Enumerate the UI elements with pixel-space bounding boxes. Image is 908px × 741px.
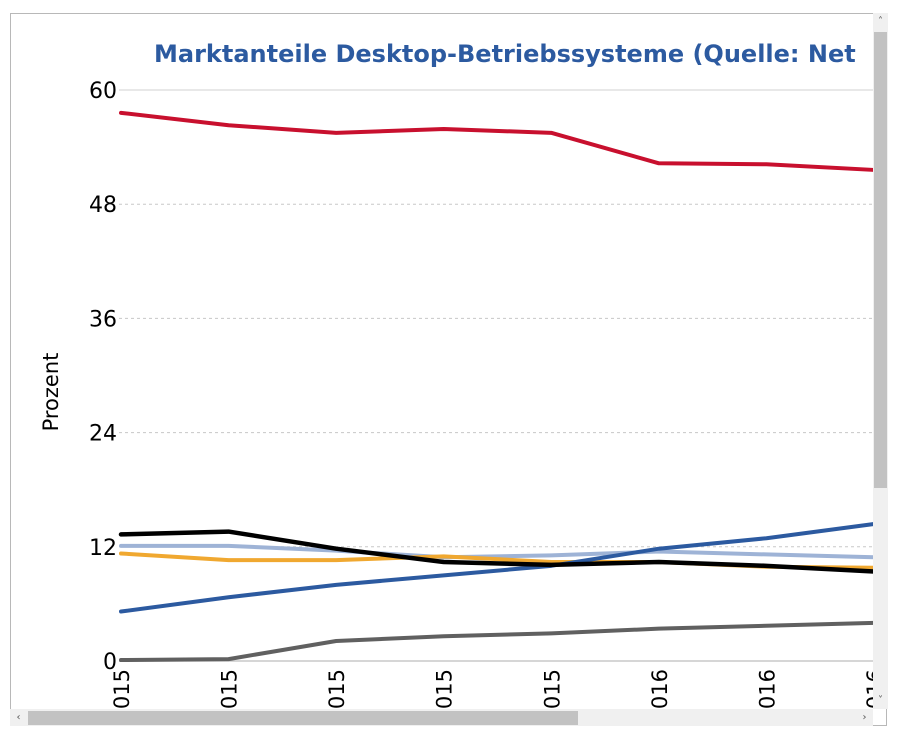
- y-axis-label: Prozent: [39, 353, 63, 432]
- scroll-up-arrow-icon[interactable]: ˄: [878, 16, 883, 27]
- x-tick-label: 015: [218, 669, 242, 709]
- x-tick-label: 015: [325, 669, 349, 709]
- scroll-right-arrow-icon[interactable]: ›: [862, 712, 867, 723]
- series-line-windows-xp[interactable]: [118, 529, 877, 574]
- y-tick-label: 48: [89, 193, 117, 218]
- chart-title: Marktanteile Desktop-Betriebssysteme (Qu…: [154, 40, 856, 68]
- x-tick-label: 015: [433, 669, 457, 709]
- y-tick-label: 24: [89, 422, 117, 447]
- y-tick-label: 12: [89, 536, 117, 561]
- grid-lines: [119, 89, 886, 662]
- y-tick-label: 0: [103, 650, 117, 675]
- series-line-mac-os-x[interactable]: [119, 543, 876, 560]
- y-tick-label: 60: [89, 79, 117, 104]
- x-tick-label: 015: [540, 669, 564, 709]
- scroll-left-arrow-icon[interactable]: ‹: [16, 712, 21, 723]
- series-line-linux[interactable]: [119, 620, 876, 663]
- series-line-windows-10[interactable]: [119, 521, 876, 614]
- y-tick-label: 36: [89, 307, 117, 332]
- series-line-windows-7[interactable]: [119, 110, 876, 172]
- x-tick-label: 016: [648, 669, 672, 709]
- series-group: [118, 110, 877, 663]
- x-tick-label: 015: [110, 669, 134, 709]
- scroll-down-arrow-icon[interactable]: ˅: [878, 695, 883, 706]
- y-axis: 0 12 24 36 48 60: [89, 79, 117, 675]
- vertical-scroll-thumb[interactable]: [874, 32, 887, 488]
- x-tick-label: 016: [755, 669, 779, 709]
- horizontal-scroll-thumb[interactable]: [28, 711, 578, 725]
- x-axis: 015015015015015016016016: [110, 669, 886, 709]
